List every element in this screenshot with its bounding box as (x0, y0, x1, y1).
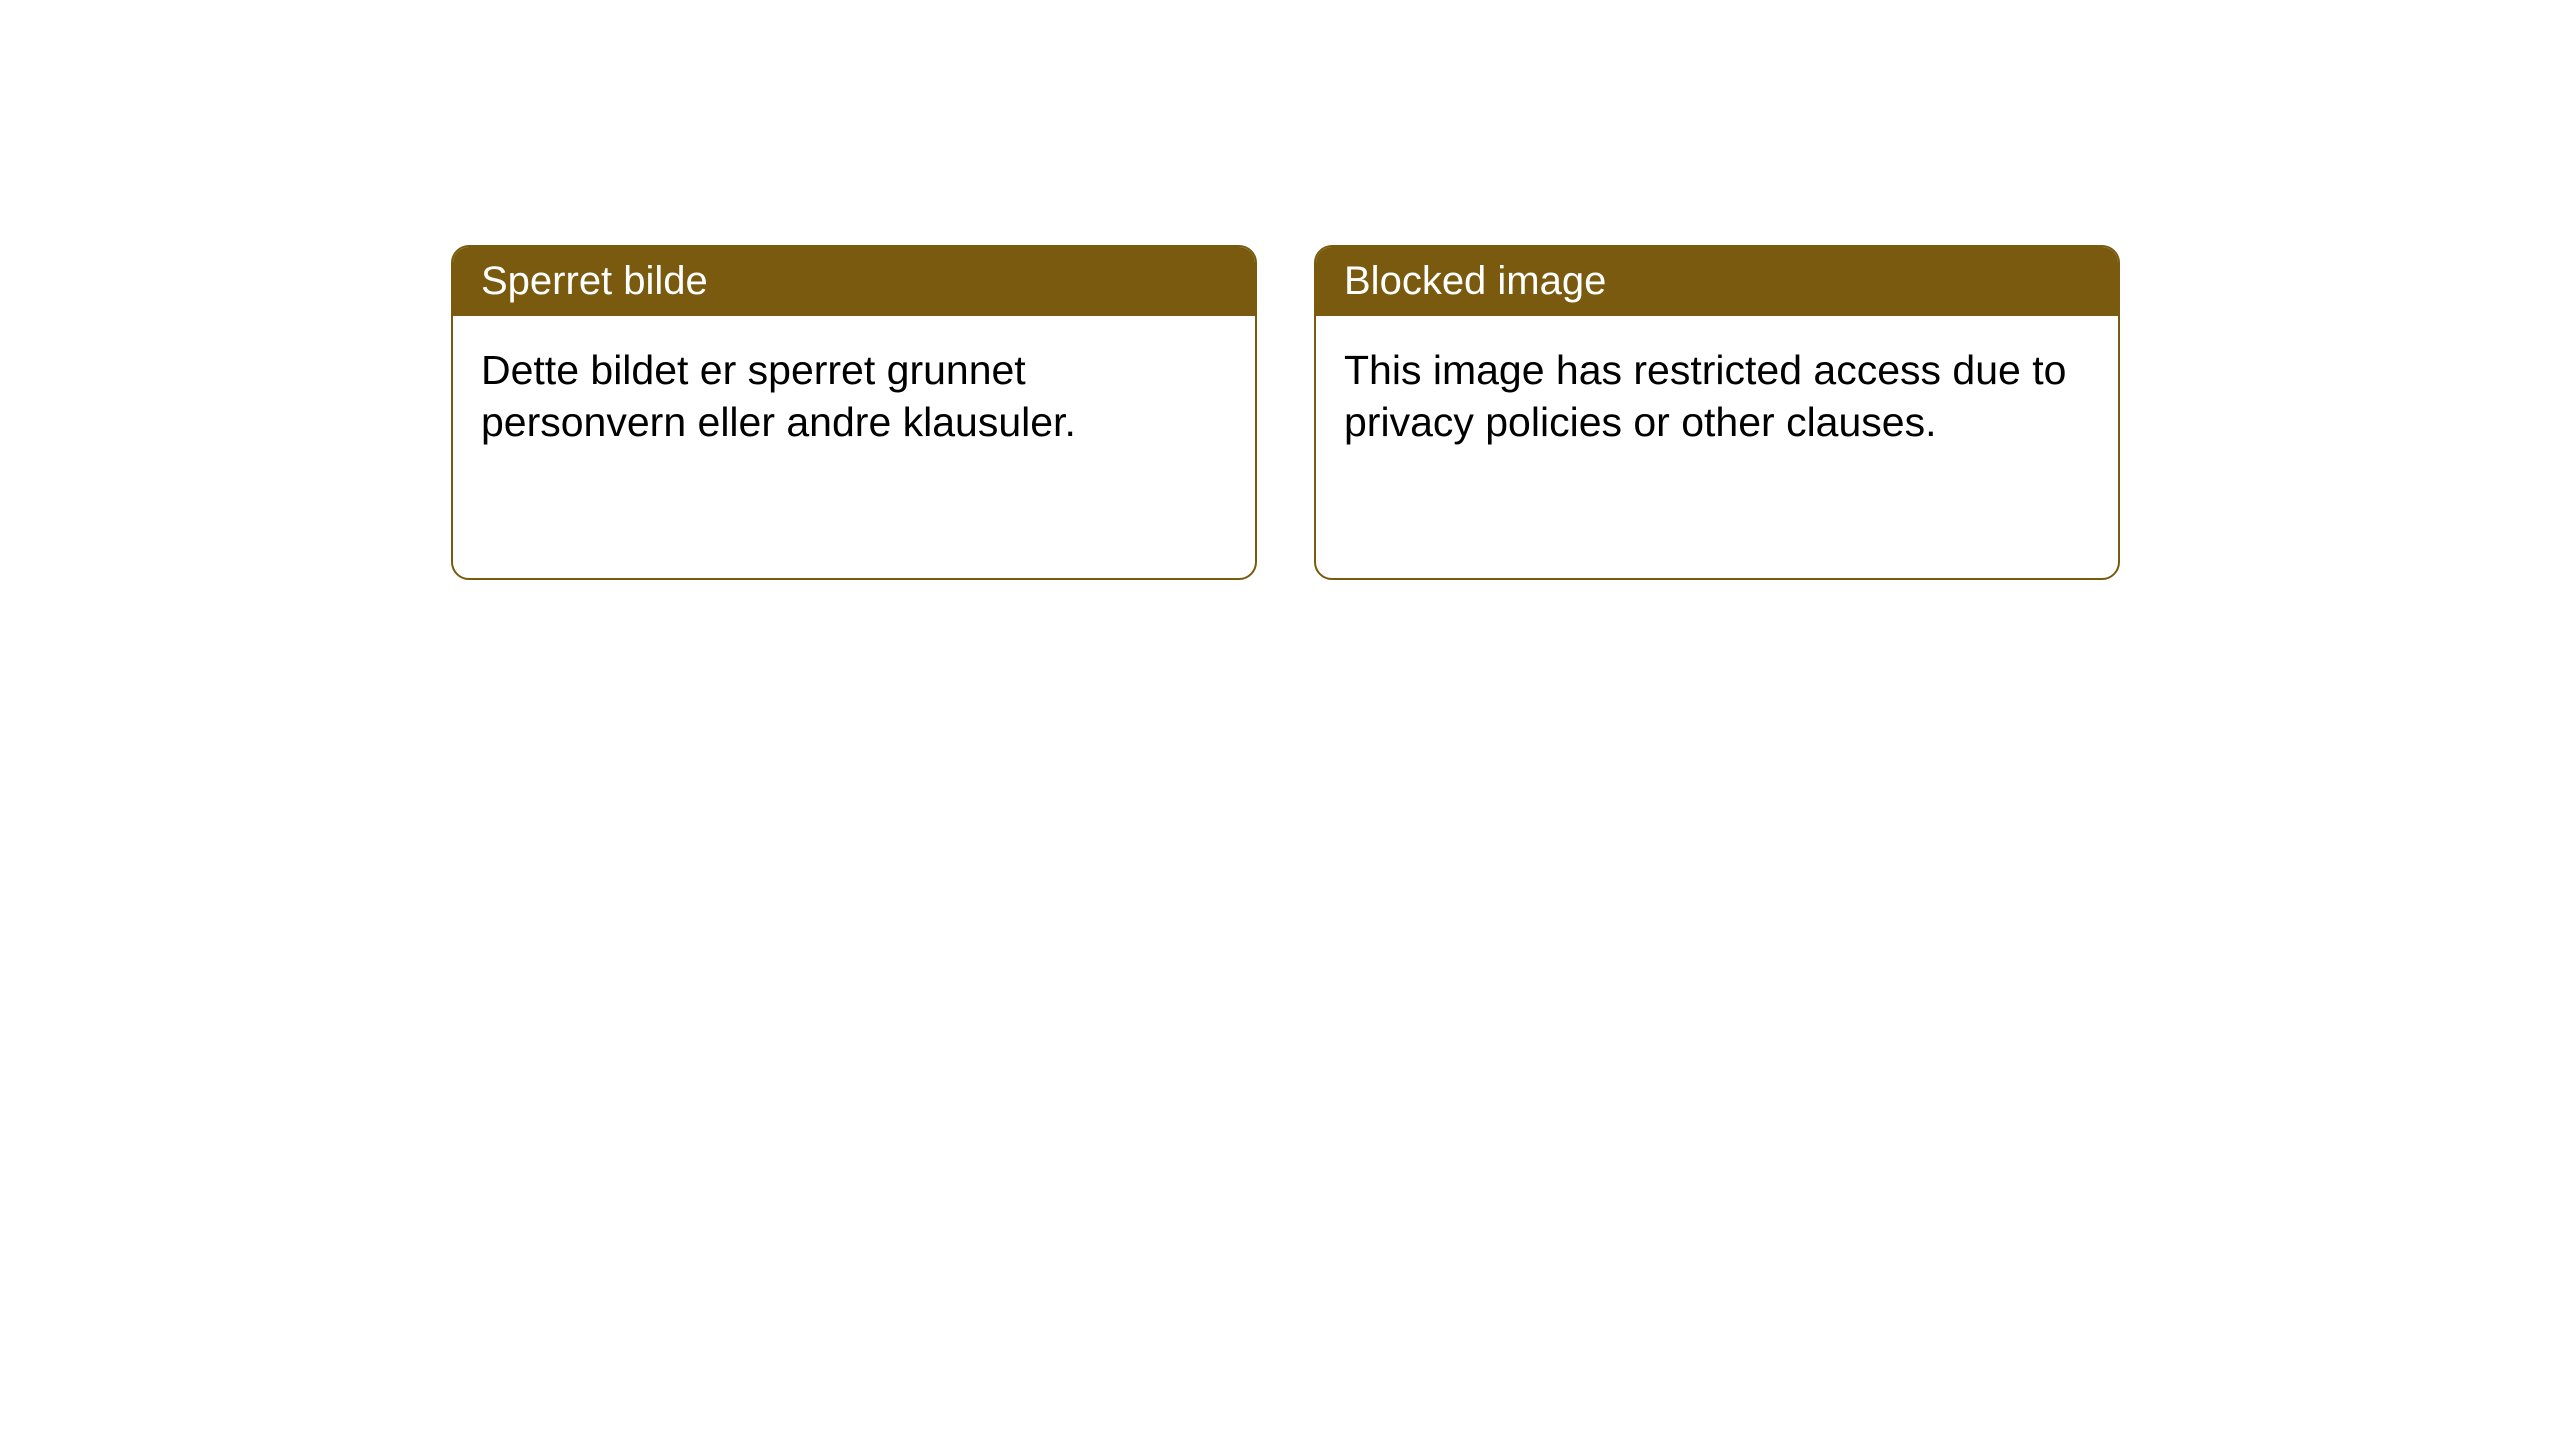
notice-card-english: Blocked image This image has restricted … (1314, 245, 2120, 580)
card-title: Sperret bilde (481, 259, 708, 303)
notice-card-norwegian: Sperret bilde Dette bildet er sperret gr… (451, 245, 1257, 580)
card-body: Dette bildet er sperret grunnet personve… (453, 316, 1255, 477)
notice-container: Sperret bilde Dette bildet er sperret gr… (451, 245, 2120, 580)
card-header: Sperret bilde (453, 247, 1255, 316)
card-body-text: Dette bildet er sperret grunnet personve… (481, 347, 1076, 445)
card-body: This image has restricted access due to … (1316, 316, 2118, 477)
card-body-text: This image has restricted access due to … (1344, 347, 2066, 445)
card-title: Blocked image (1344, 259, 1606, 303)
card-header: Blocked image (1316, 247, 2118, 316)
